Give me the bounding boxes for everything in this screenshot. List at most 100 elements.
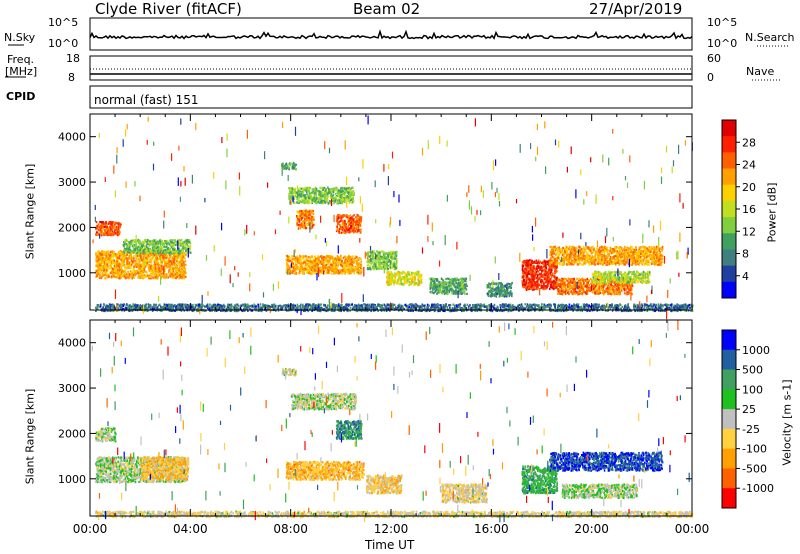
data-cell-1408 <box>131 260 133 262</box>
data-cell-4327 <box>417 273 419 275</box>
data-cell-4630 <box>433 278 435 280</box>
data-cell-151 <box>119 224 121 226</box>
data-cell-3745 <box>351 259 353 261</box>
data-cell-4731 <box>453 290 455 292</box>
data-cell-4348 <box>387 283 389 285</box>
data-cell-1459 <box>142 266 144 268</box>
data-cell-1402 <box>118 265 120 267</box>
data-cell-1453 <box>116 262 118 264</box>
data-cell-1246 <box>169 272 171 274</box>
data-cell-2577 <box>310 196 312 198</box>
data-cell-3675 <box>295 266 297 268</box>
data-cell-3831 <box>300 269 302 271</box>
data-cell-3620 <box>292 258 294 260</box>
data-cell-3690 <box>330 260 332 262</box>
data-cell-2936 <box>357 215 359 217</box>
data-cell-2010 <box>126 246 128 248</box>
data-cell-4634 <box>452 279 454 281</box>
data-cell-1498 <box>133 271 135 273</box>
data-cell-2397 <box>347 191 349 193</box>
data-cell-172 <box>118 233 120 235</box>
data-cell-1317 <box>96 255 98 257</box>
data-cell-1923 <box>179 250 181 252</box>
data-cell-1527 <box>97 253 99 255</box>
data-cell-753 <box>160 270 162 272</box>
data-cell-2934 <box>360 229 362 231</box>
data-cell-4433 <box>451 292 453 294</box>
data-cell-1394 <box>121 275 123 277</box>
data-cell-2043 <box>178 247 180 249</box>
data-cell-1239 <box>169 274 171 276</box>
data-cell-2609 <box>306 187 308 189</box>
data-cell-4387 <box>400 272 402 274</box>
data-cell-2836 <box>302 212 304 214</box>
data-cell-2573 <box>298 201 300 203</box>
data-cell-2560 <box>326 188 328 190</box>
data-cell-1751 <box>173 245 175 247</box>
data-cell-2581 <box>289 193 291 195</box>
data-cell-4880 <box>507 290 509 292</box>
data-cell-4368 <box>386 281 388 283</box>
data-cell-1535 <box>115 253 117 255</box>
data-cell-1292 <box>173 261 175 263</box>
data-cell-3832 <box>295 260 297 262</box>
data-cell-2517 <box>294 195 296 197</box>
data-cell-2003 <box>129 247 131 249</box>
data-cell-4072 <box>396 252 398 254</box>
data-cell-4710 <box>447 293 449 295</box>
data-cell-3080 <box>358 222 360 224</box>
data-cell-4563 <box>436 289 438 291</box>
data-cell-4306 <box>405 272 407 274</box>
data-cell-4864 <box>504 290 506 292</box>
data-cell-3402 <box>297 255 299 257</box>
data-cell-3058 <box>337 221 339 223</box>
data-cell-2077 <box>286 163 288 165</box>
data-cell-1471 <box>127 259 129 261</box>
data-cell-4342 <box>405 281 407 283</box>
data-cell-2629 <box>302 200 304 202</box>
data-cell-4364 <box>411 279 413 281</box>
data-cell-4696 <box>445 289 447 291</box>
data-cell-2793 <box>301 210 303 212</box>
data-cell-3036 <box>351 221 353 223</box>
data-cell-3836 <box>293 267 295 269</box>
data-cell-1366 <box>149 255 151 257</box>
data-cell-3818 <box>360 272 362 274</box>
data-cell-4357 <box>409 283 411 285</box>
data-cell-4383 <box>391 278 393 280</box>
data-cell-4682 <box>439 290 441 292</box>
data-cell-1998 <box>143 251 145 253</box>
data-cell-4910 <box>502 284 504 286</box>
data-cell-4825 <box>499 295 501 297</box>
data-cell-4106 <box>373 259 375 261</box>
data-cell-2612 <box>329 200 331 202</box>
data-cell-2808 <box>298 224 300 226</box>
data-cell-2792 <box>313 216 315 218</box>
data-cell-2646 <box>334 200 336 202</box>
data-cell-4895 <box>496 282 498 284</box>
data-cell-1428 <box>100 277 102 279</box>
data-cell-4905 <box>500 290 502 292</box>
data-cell-4719 <box>438 283 440 285</box>
data-cell-163 <box>113 222 115 224</box>
data-cell-2621 <box>340 196 342 198</box>
data-cell-1115 <box>109 268 111 270</box>
data-cell-1362 <box>153 268 155 270</box>
data-cell-1978 <box>144 248 146 250</box>
data-cell-1383 <box>160 258 162 260</box>
data-cell-1322 <box>149 276 151 278</box>
data-cell-3509 <box>344 256 346 258</box>
data-cell-1997 <box>172 248 174 250</box>
data-cell-2004 <box>165 251 167 253</box>
data-cell-176 <box>119 231 121 233</box>
data-cell-2097 <box>292 166 294 168</box>
data-cell-1427 <box>150 267 152 269</box>
data-cell-4135 <box>394 255 396 257</box>
data-cell-1435 <box>163 276 165 278</box>
data-cell-4662 <box>449 285 451 287</box>
data-cell-4642 <box>433 292 435 294</box>
data-cell-4720 <box>460 289 462 291</box>
data-cell-2818 <box>308 220 310 222</box>
data-cell-4282 <box>406 275 408 277</box>
data-cell-796 <box>141 277 143 279</box>
